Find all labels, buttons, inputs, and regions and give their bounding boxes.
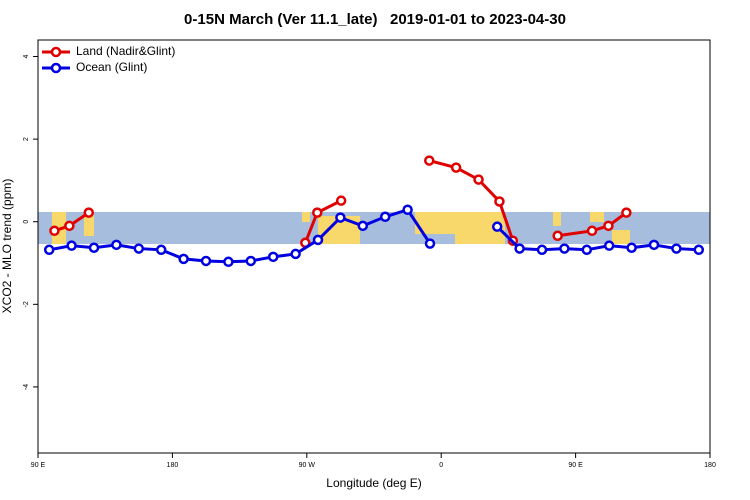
point [178,253,189,265]
point [559,243,570,254]
y-tick-label: -4 [23,384,30,390]
point [223,256,234,268]
point [245,255,257,267]
point [494,196,505,207]
point [586,225,598,237]
point [621,207,632,218]
legend-label: Ocean (Glint) [76,60,147,74]
legend-label: Land (Nadir&Glint) [76,44,175,58]
point [43,244,55,256]
x-tick-label: 0 [439,462,443,469]
point [290,248,301,260]
point [83,207,95,218]
point [88,242,100,253]
x-tick-label: 90 W [299,462,316,469]
point [379,211,391,223]
y-tick-label: 0 [23,220,30,224]
point [312,207,323,218]
x-tick-label: 90 E [31,462,46,469]
point [473,174,484,185]
plot-frame [37,39,711,454]
point [133,243,145,254]
point [200,255,212,267]
point [514,243,525,254]
point [357,220,369,232]
x-tick-label: 180 [167,462,179,469]
point [111,239,122,251]
chart-title: 0-15N March (Ver 11.1_late) 2019-01-01 t… [184,11,566,28]
point [64,220,75,232]
point [581,244,593,256]
point [491,221,503,232]
point [424,155,435,166]
point [49,225,60,237]
legend-marker [50,62,62,74]
point [552,230,563,242]
point [603,220,614,232]
y-tick-label: 2 [23,137,30,141]
point [312,234,324,246]
point [671,243,682,254]
point [155,244,167,256]
legend-marker [50,46,62,58]
point [536,244,548,256]
y-axis-label: XCO2 - MLO trend (ppm) [0,179,14,314]
point [626,242,637,253]
point [424,238,436,249]
point [335,195,347,206]
point [267,251,279,263]
y-tick-label: -2 [23,301,30,307]
point [693,244,705,256]
point [66,240,77,251]
point [603,240,615,251]
y-tick-label: 4 [23,54,30,58]
point [402,204,413,215]
point [648,239,660,251]
point [335,212,346,223]
x-tick-label: 180 [704,462,716,469]
x-axis-label: Longitude (deg E) [326,476,421,490]
x-tick-label: 90 E [568,462,583,469]
point [450,162,462,173]
